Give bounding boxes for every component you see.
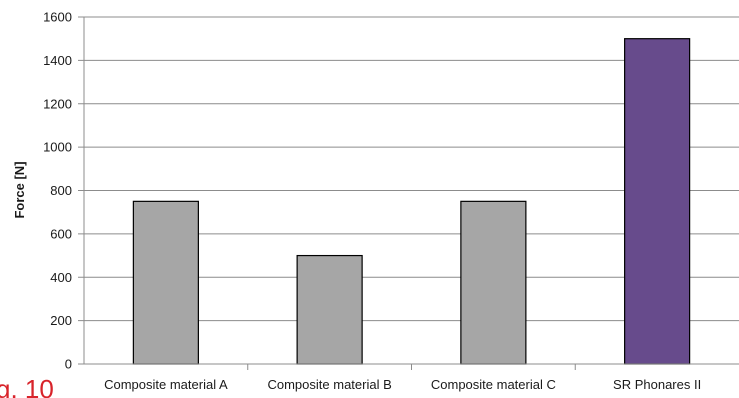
x-tick-label: Composite material A — [104, 377, 228, 392]
x-tick-label: Composite material C — [431, 377, 556, 392]
bar — [296, 254, 363, 365]
y-tick-label: 1600 — [43, 10, 72, 25]
x-tick-label: Composite material B — [267, 377, 391, 392]
x-tick-label: SR Phonares II — [613, 377, 701, 392]
bar — [624, 38, 691, 365]
y-tick-label: 400 — [50, 270, 72, 285]
y-tick-label: 600 — [50, 226, 72, 241]
y-tick-label: 0 — [65, 357, 72, 372]
y-tick-label: 1400 — [43, 53, 72, 68]
figure-label-fragment: g. 10 — [0, 374, 54, 398]
y-tick-labels: 0 200 400 600 800 1000 1200 1400 1600 — [43, 10, 72, 372]
bar — [132, 200, 199, 365]
y-tick-label: 800 — [50, 183, 72, 198]
x-tick-labels: Composite material A Composite material B… — [104, 377, 701, 392]
y-tick-label: 200 — [50, 313, 72, 328]
y-axis-title: Force [N] — [12, 161, 27, 218]
y-tick-label: 1200 — [43, 96, 72, 111]
axes — [83, 17, 739, 370]
bars — [132, 38, 691, 365]
y-tick-label: 1000 — [43, 140, 72, 155]
bar — [460, 200, 527, 365]
